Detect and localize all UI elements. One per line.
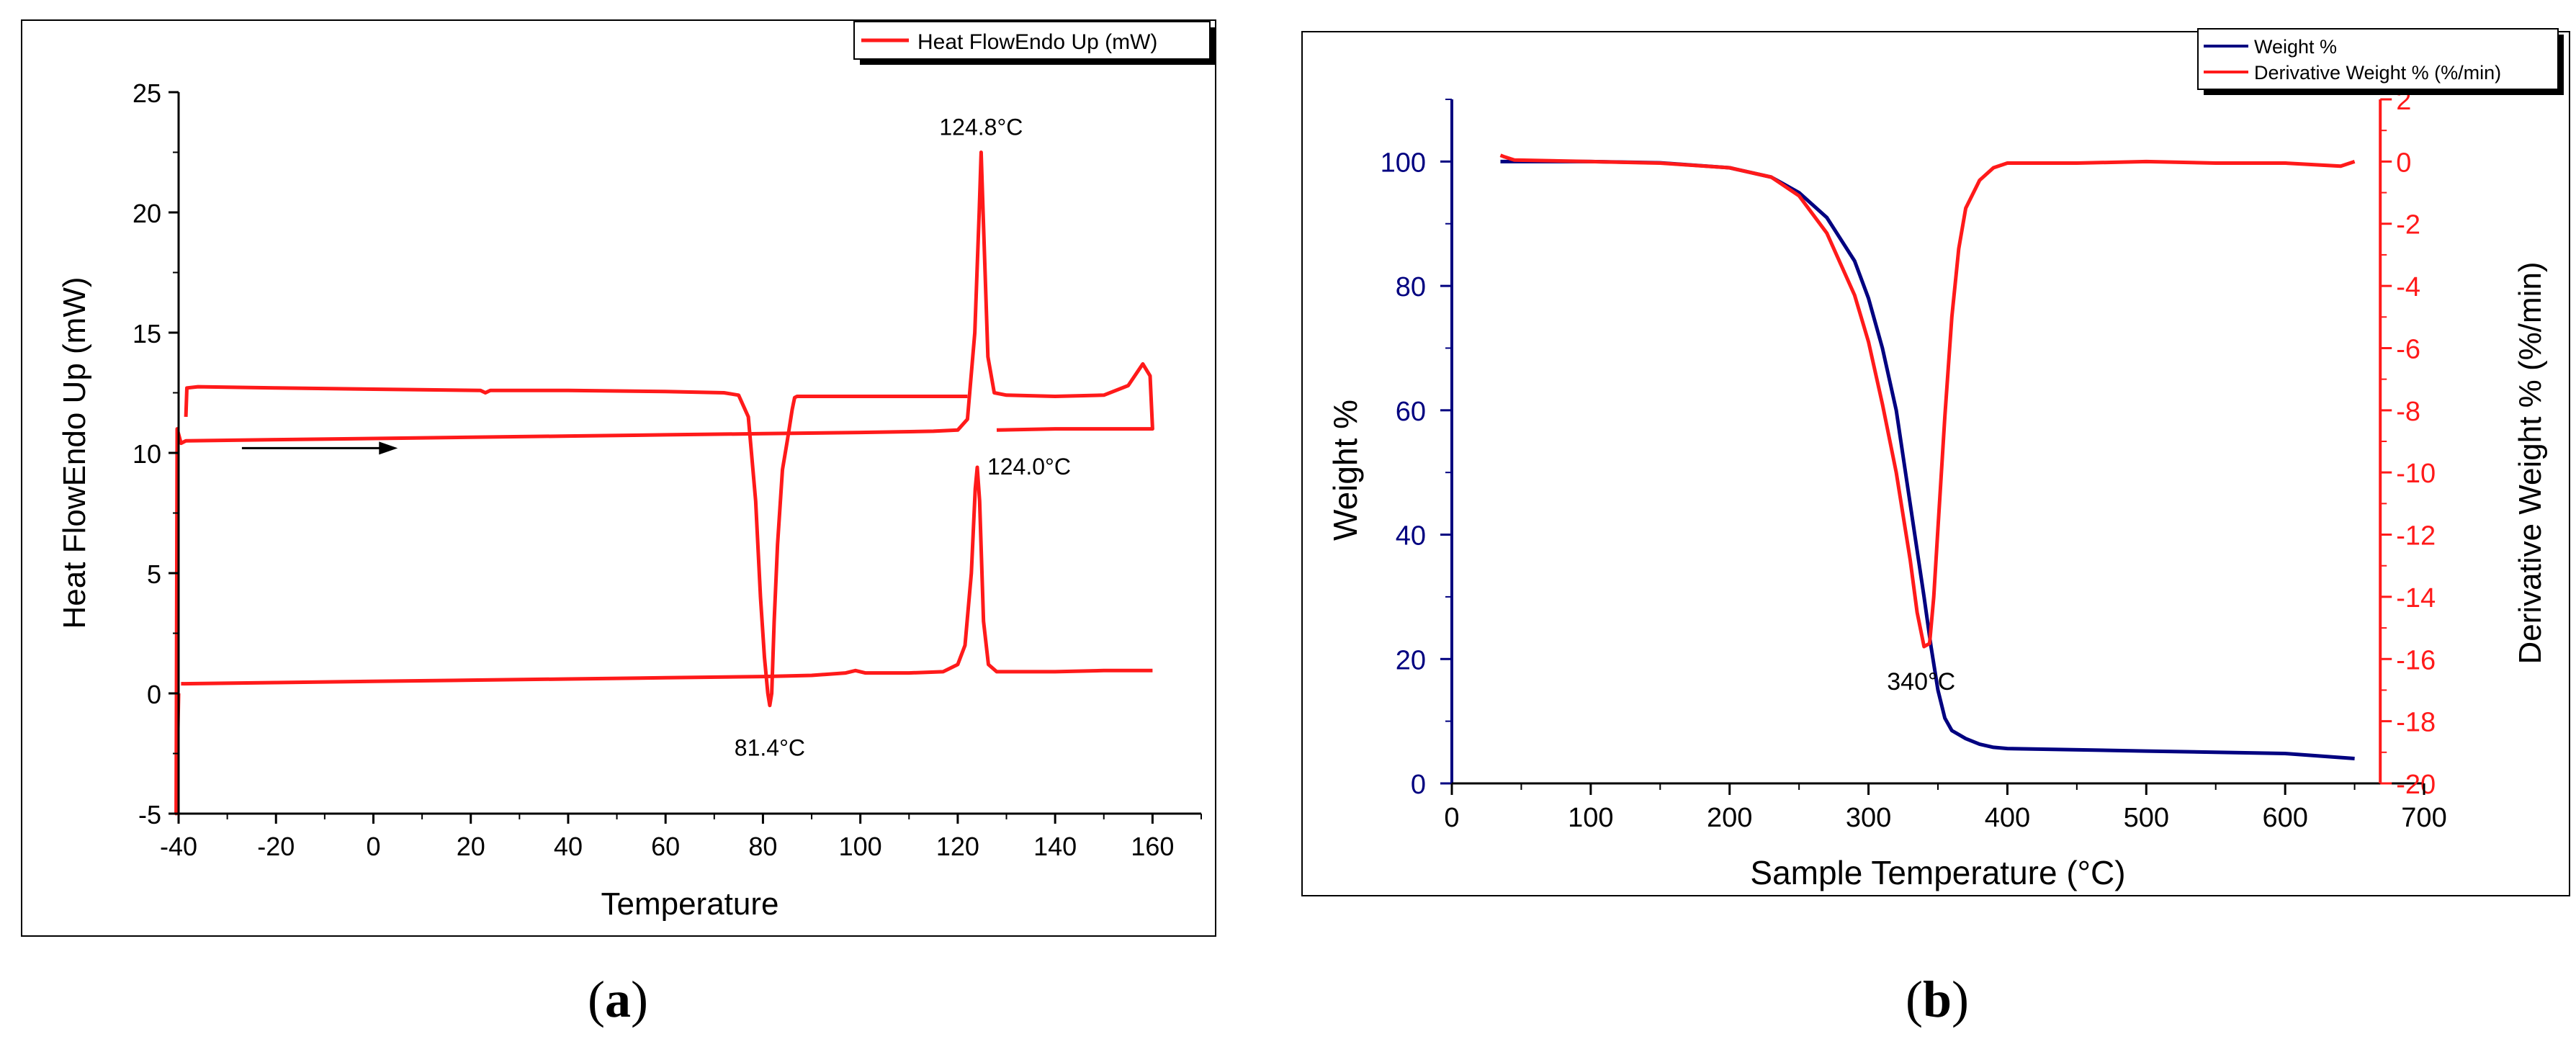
a-series-line-3 bbox=[181, 465, 1153, 686]
b-right-y-tick-label: -16 bbox=[2396, 645, 2436, 675]
b-x-tick-label: 0 bbox=[1444, 803, 1459, 833]
a-x-tick-label: 0 bbox=[366, 832, 380, 861]
b-x-tick-label: 700 bbox=[2401, 803, 2446, 833]
a-arrow-head bbox=[379, 441, 398, 455]
b-x-tick-label: 200 bbox=[1707, 803, 1752, 833]
a-peak-annotation: 81.4°C bbox=[735, 735, 805, 761]
a-series-line-2 bbox=[184, 384, 968, 708]
b-right-y-tick-label: -10 bbox=[2396, 459, 2436, 489]
a-y-tick-label: 5 bbox=[147, 559, 161, 589]
a-y-tick-label: 10 bbox=[133, 439, 161, 469]
b-y-tick-label: 40 bbox=[1396, 521, 1426, 552]
a-x-tick-label: 80 bbox=[748, 832, 777, 861]
a-y-tick-label: 20 bbox=[133, 199, 161, 228]
b-x-tick-label: 500 bbox=[2124, 803, 2169, 833]
b-legend-box bbox=[2197, 28, 2559, 90]
b-right-y-tick-label: -4 bbox=[2396, 272, 2420, 302]
panel-letter: b bbox=[1923, 971, 1952, 1028]
a-legend-label: Heat FlowEndo Up (mW) bbox=[917, 30, 1157, 54]
a-y-tick-label: -5 bbox=[138, 800, 161, 829]
b-right-y-tick-label: -2 bbox=[2396, 210, 2420, 240]
panel-b-caption: (b) bbox=[1906, 971, 1969, 1028]
b-y-tick-label: 100 bbox=[1381, 148, 1426, 178]
b-right-y-tick-label: -8 bbox=[2396, 397, 2420, 427]
b-x-tick-label: 300 bbox=[1846, 803, 1891, 833]
a-y-axis-label: Heat FlowEndo Up (mW) bbox=[57, 276, 92, 629]
b-series-line-2 bbox=[1499, 153, 2356, 649]
a-y-tick-label: 25 bbox=[133, 78, 161, 108]
a-x-tick-label: -40 bbox=[160, 832, 197, 861]
a-y-tick-label: 15 bbox=[133, 319, 161, 348]
a-x-axis-label: Temperature bbox=[601, 886, 778, 922]
b-right-y-tick-label: -6 bbox=[2396, 334, 2420, 364]
a-x-tick-label: 120 bbox=[936, 832, 979, 861]
b-y-axis-label: Weight % bbox=[1327, 400, 1364, 541]
b-y-tick-label: 60 bbox=[1396, 397, 1426, 427]
a-x-tick-label: 20 bbox=[457, 832, 485, 861]
b-x-tick-label: 400 bbox=[1985, 803, 2030, 833]
b-peak-annotation: 340°C bbox=[1887, 668, 1955, 696]
b-legend-label: Derivative Weight % (%/min) bbox=[2254, 62, 2501, 84]
b-right-y-tick-label: -14 bbox=[2396, 583, 2436, 613]
a-x-tick-label: 100 bbox=[839, 832, 882, 861]
a-x-tick-label: -20 bbox=[257, 832, 295, 861]
b-right-y-tick-label: -20 bbox=[2396, 770, 2436, 800]
b-y-tick-label: 80 bbox=[1396, 272, 1426, 302]
a-x-tick-label: 140 bbox=[1033, 832, 1077, 861]
b-x-tick-label: 600 bbox=[2262, 803, 2307, 833]
panel-b-frame bbox=[1301, 31, 2570, 896]
a-y-tick-label: 0 bbox=[147, 680, 161, 709]
panel-a-caption: (a) bbox=[588, 971, 648, 1028]
b-x-axis-label: Sample Temperature (°C) bbox=[1750, 854, 2125, 891]
a-x-tick-label: 60 bbox=[651, 832, 680, 861]
b-y-tick-label: 20 bbox=[1396, 645, 1426, 675]
a-series-line-1 bbox=[174, 150, 1154, 816]
panel-a-frame bbox=[21, 19, 1216, 937]
a-peak-annotation: 124.8°C bbox=[939, 114, 1023, 140]
a-x-tick-label: 160 bbox=[1131, 832, 1174, 861]
a-peak-annotation: 124.0°C bbox=[987, 454, 1071, 480]
b-right-y-tick-label: -18 bbox=[2396, 708, 2436, 738]
b-y-tick-label: 0 bbox=[1411, 770, 1426, 800]
b-right-y-tick-label: 0 bbox=[2396, 148, 2411, 178]
a-x-tick-label: 40 bbox=[554, 832, 583, 861]
b-right-y-tick-label: -12 bbox=[2396, 521, 2436, 552]
b-legend-label: Weight % bbox=[2254, 36, 2337, 58]
panel-letter: a bbox=[605, 971, 631, 1028]
b-x-tick-label: 100 bbox=[1568, 803, 1613, 833]
a-legend-box bbox=[853, 21, 1211, 60]
panel-b: 020406080100-20-18-16-14-12-10-8-6-4-202… bbox=[1301, 28, 2570, 896]
b-right-y-axis-label: Derivative Weight % (%/min) bbox=[2513, 261, 2548, 664]
